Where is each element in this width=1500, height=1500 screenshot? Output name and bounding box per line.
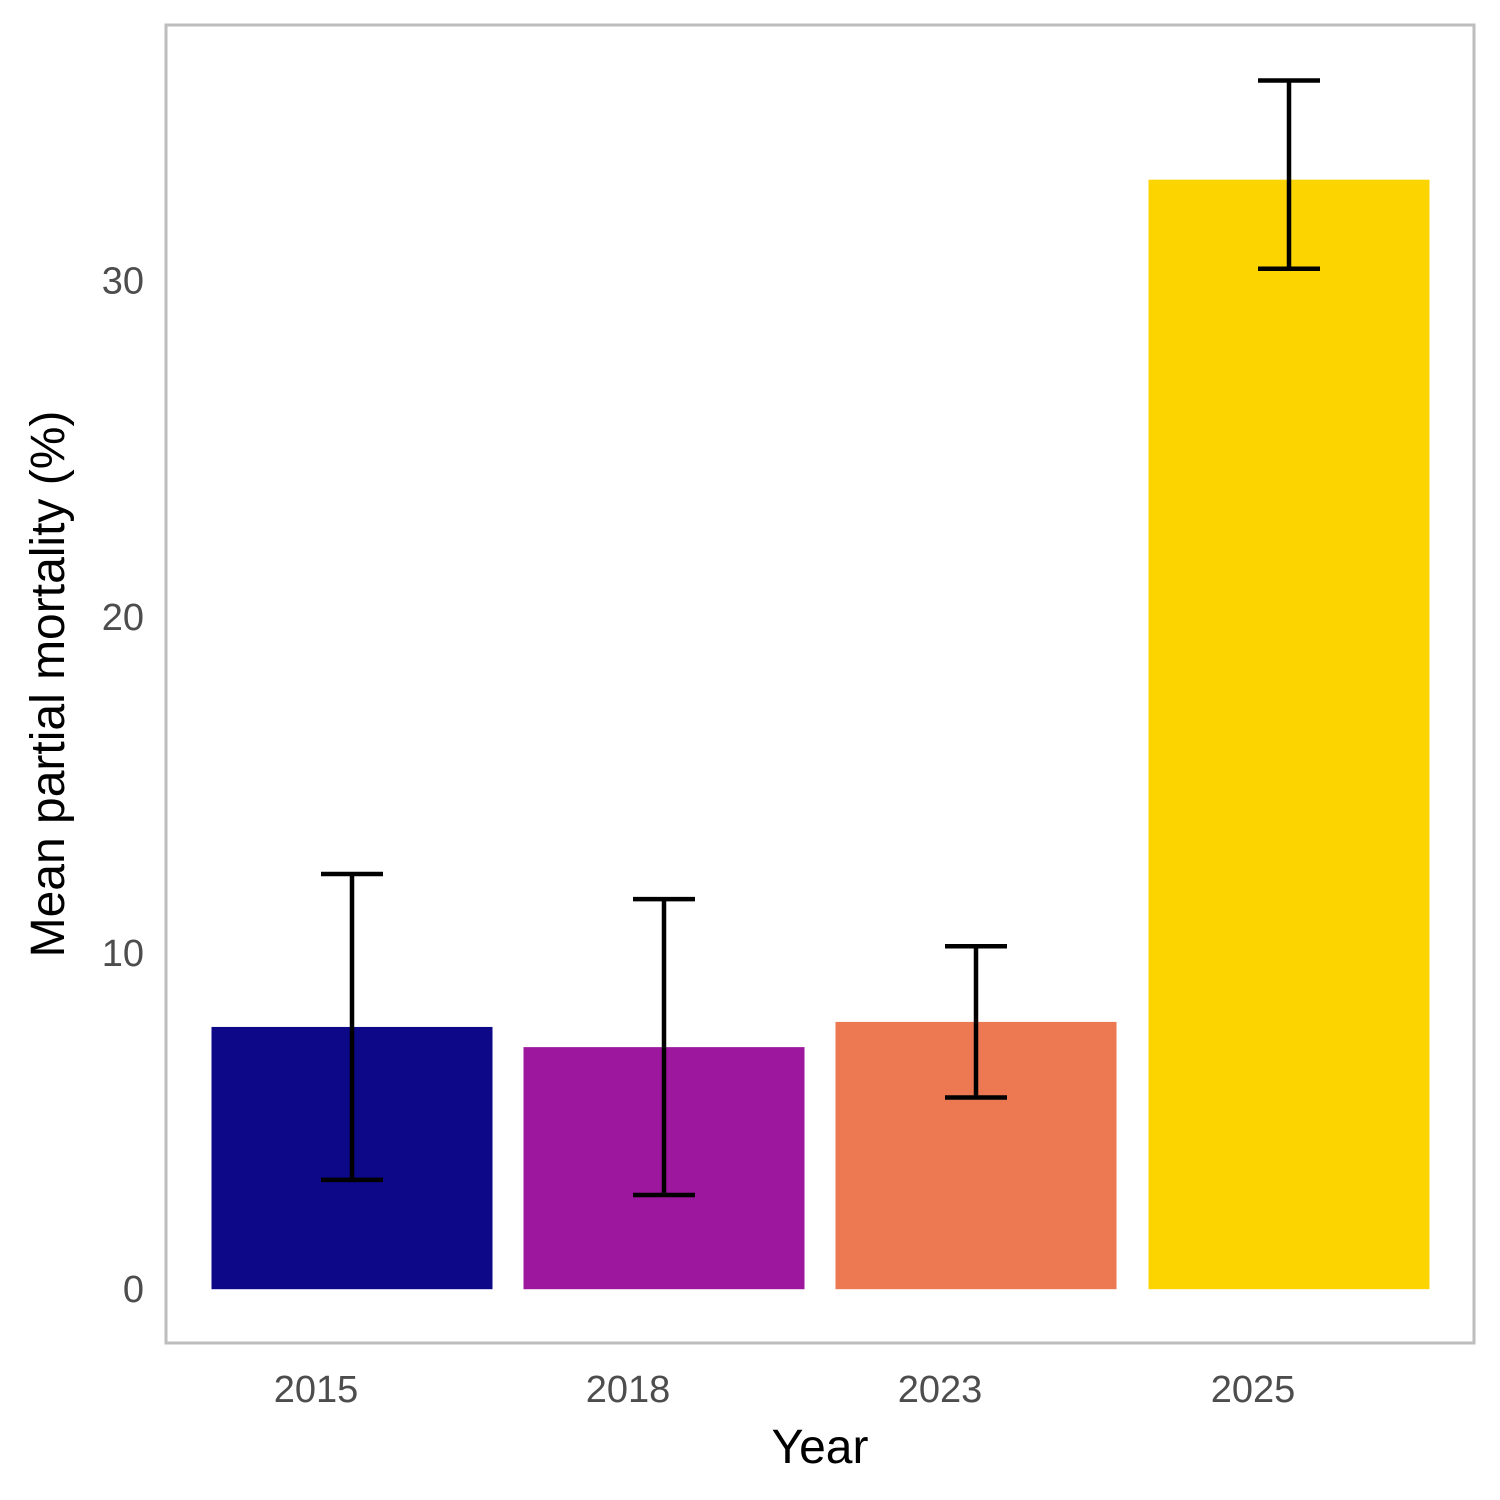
y-tick-label: 30 [102,261,144,303]
y-tick-labels: 0 10 20 30 [102,261,144,1312]
x-tick-labels: 2015 2018 2023 2025 [274,1369,1296,1411]
plot-panel-border [164,23,1476,1345]
x-tick-label: 2023 [898,1369,983,1411]
y-axis-title: Mean partial mortality (%) [22,411,75,958]
error-bar-2023 [945,944,1007,1100]
y-tick-label: 0 [123,1269,144,1311]
error-bars-group [321,78,1320,1198]
error-bar-2015 [321,871,383,1183]
x-tick-label: 2018 [586,1369,671,1411]
x-tick-label: 2025 [1211,1369,1296,1411]
bar-2025 [1148,179,1430,1290]
y-tick-label: 20 [102,597,144,639]
x-axis-title: Year [772,1421,869,1474]
y-tick-label: 10 [102,933,144,975]
error-bar-2025 [1258,78,1320,272]
x-tick-label: 2015 [274,1369,359,1411]
error-bar-2018 [633,896,695,1198]
bars-group [211,179,1430,1290]
